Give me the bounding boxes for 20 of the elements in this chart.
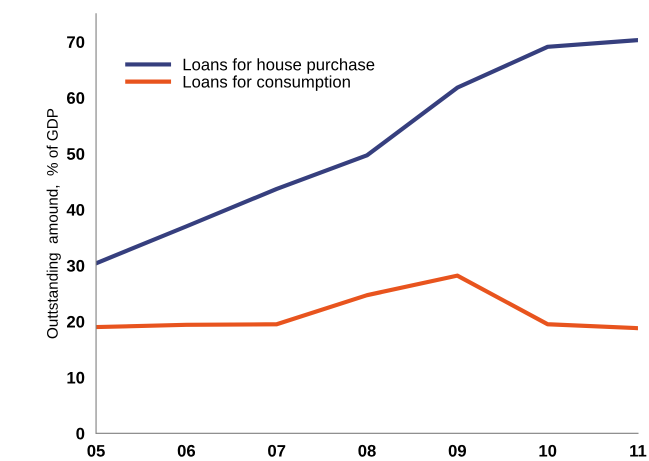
line-series: [96, 274, 638, 330]
x-tick-label: 08: [358, 444, 376, 457]
x-tick-label: 07: [268, 444, 286, 457]
y-tick-label: 0: [76, 428, 84, 440]
x-tick-label: 10: [539, 444, 556, 457]
y-tick-label: 70: [67, 36, 84, 48]
legend-label: Loans for consumption: [184, 75, 350, 91]
y-tick-label: 30: [66, 260, 84, 272]
y-tick-label: 40: [66, 204, 84, 216]
y-axis-title: Outtstanding amound, % of GDP: [46, 108, 61, 338]
y-tick-label: 20: [66, 316, 84, 328]
x-tick-label: 05: [87, 444, 105, 457]
y-tick-label: 60: [67, 92, 84, 104]
line-series: [96, 38, 638, 266]
y-tick-label: 50: [66, 148, 84, 160]
x-tick-label: 06: [178, 444, 196, 457]
legend-label: Loans for house purchase: [184, 58, 374, 74]
x-tick-label: 11: [630, 445, 646, 457]
y-tick-label: 10: [67, 372, 84, 384]
x-tick-label: 09: [448, 444, 466, 457]
